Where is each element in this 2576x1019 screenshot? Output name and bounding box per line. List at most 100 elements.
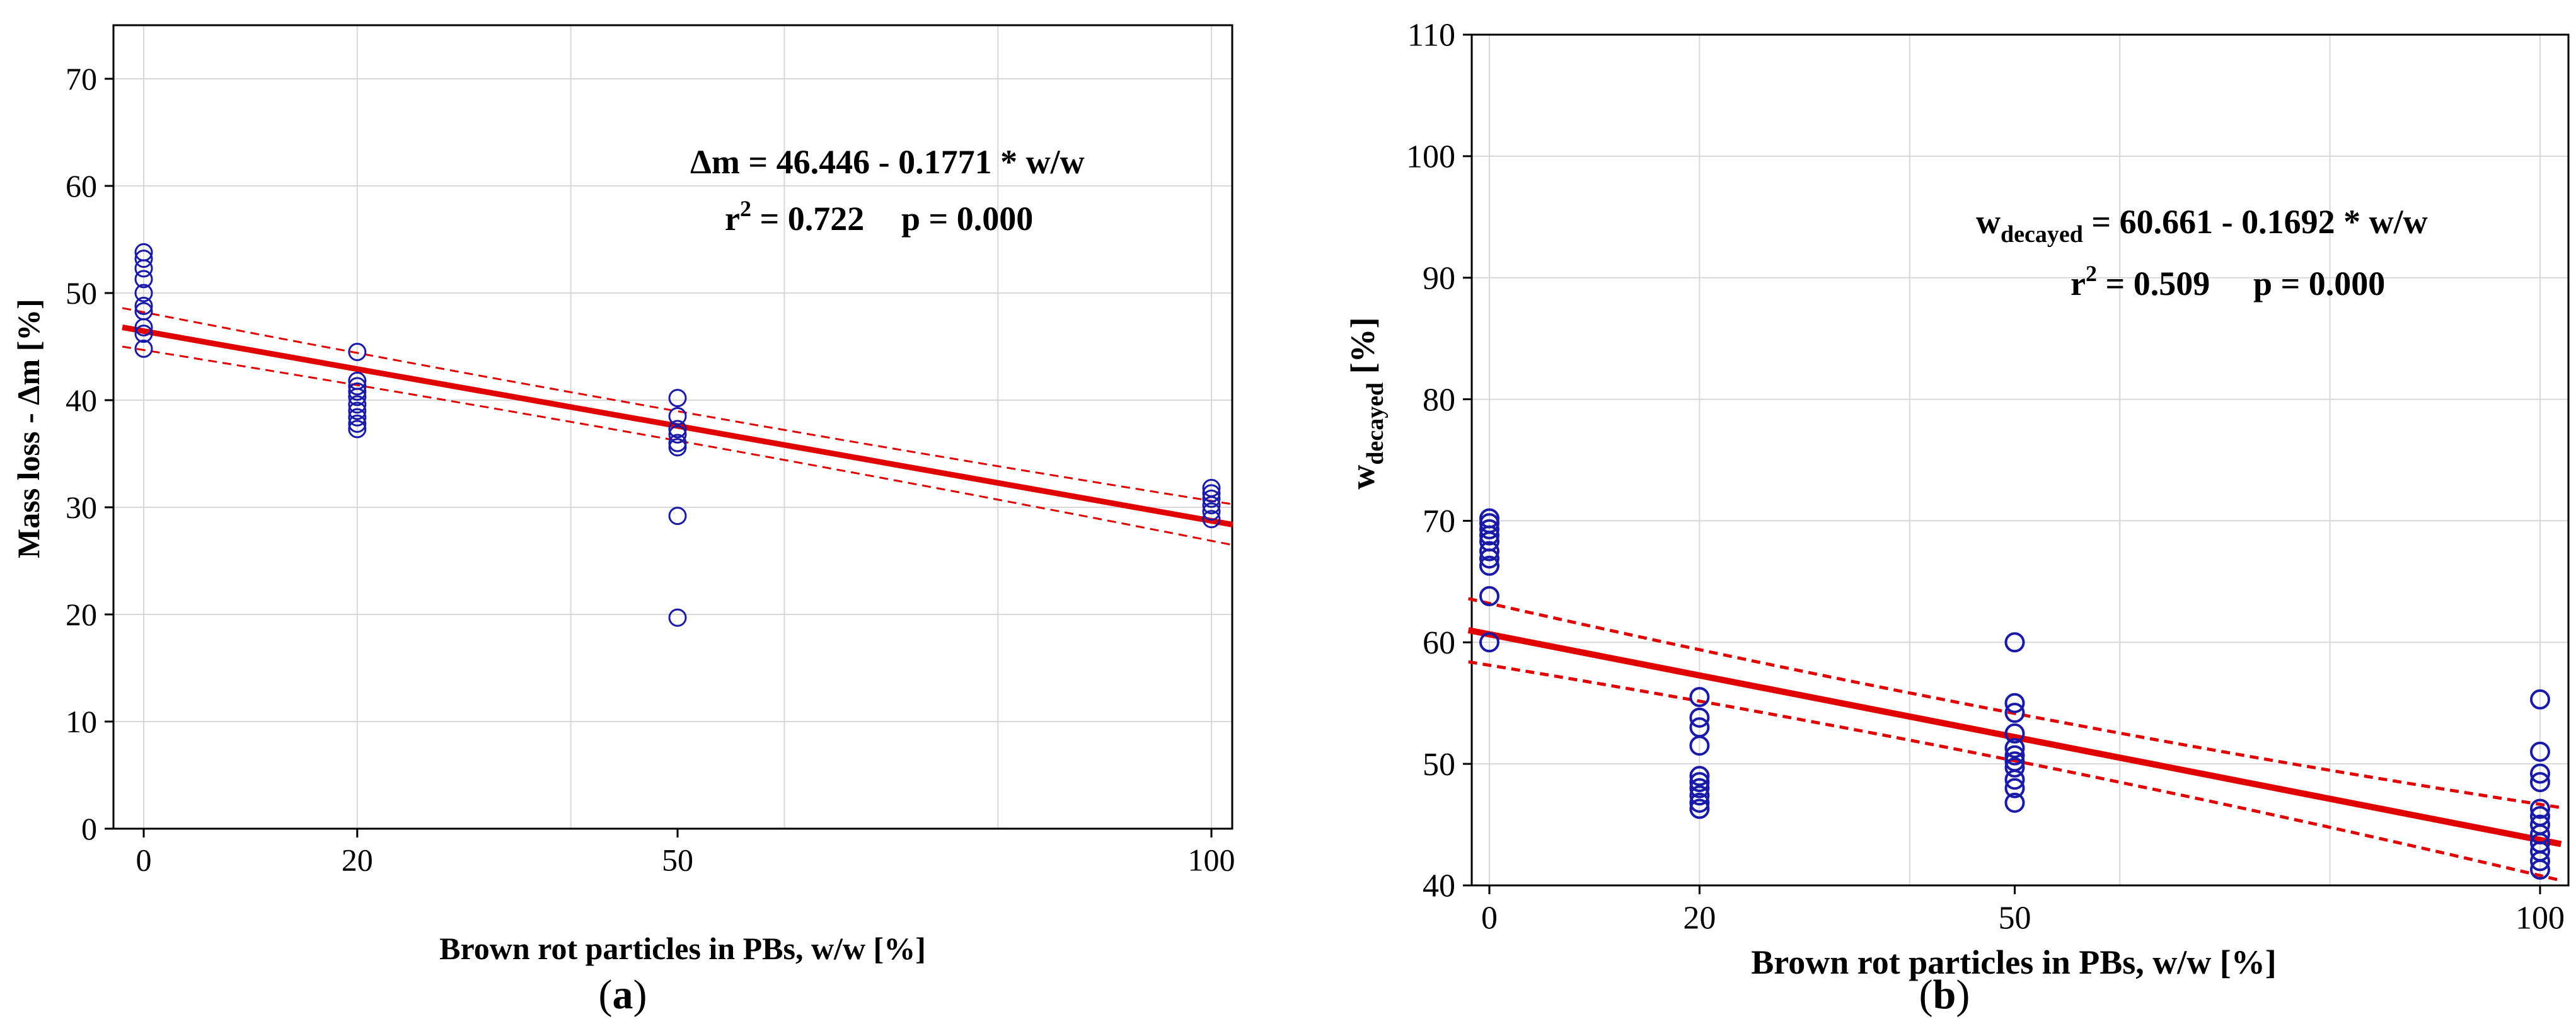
panel-b-point-x20-8 bbox=[1689, 707, 1710, 728]
panel-a-point-x0-6 bbox=[134, 270, 153, 289]
panel-b-point-x50-1 bbox=[2004, 778, 2025, 798]
panel-a-y-tick-label-40: 40 bbox=[66, 383, 97, 418]
panel-a-y-ticks: 0 10 20 30 40 50 60 70 bbox=[66, 61, 113, 846]
panel-a-points bbox=[134, 243, 1221, 627]
panel-b-point-x20-4 bbox=[1689, 772, 1710, 793]
panel-b-y-tick-label-90: 90 bbox=[1423, 260, 1455, 296]
panel-b-point-x100-6 bbox=[2530, 806, 2550, 827]
panel-a-point-x20-8 bbox=[348, 371, 367, 390]
panel-b-y-tick-label-100: 100 bbox=[1406, 139, 1455, 175]
panel-a-plot-frame bbox=[112, 24, 1233, 830]
panel-b-point-x100-8 bbox=[2530, 772, 2550, 793]
panel-a-point-x20-0 bbox=[348, 420, 367, 439]
panel-a-point-x0-1 bbox=[134, 325, 153, 343]
panel-b-p-value: p = 0.000 bbox=[2253, 265, 2385, 302]
panel-b-y-tick-label-60: 60 bbox=[1423, 625, 1455, 661]
panel-b-point-x50-3 bbox=[2004, 757, 2025, 778]
panel-a-y-tick-label-0: 0 bbox=[81, 811, 97, 846]
panel-b-point-x0-4 bbox=[1479, 541, 1499, 561]
panel-a-point-x20-2 bbox=[348, 408, 367, 427]
panel-b-point-x100-9 bbox=[2530, 763, 2550, 784]
panel-b-x-tick-label-50: 50 bbox=[1999, 901, 2031, 936]
panel-b-point-x50-6 bbox=[2004, 738, 2025, 759]
panel-b-y-tick-label-80: 80 bbox=[1423, 382, 1455, 418]
panel-b-point-x50-10 bbox=[2004, 632, 2025, 653]
panel-a-point-x50-5 bbox=[668, 420, 687, 439]
panel-b-point-x100-11 bbox=[2530, 689, 2550, 710]
panel-b-r2-stat: r2 = 0.509 bbox=[2071, 261, 2210, 302]
panel-b-chart: 0 20 50 100 40 50 60 70 80 90 100 110 wdecayed = 6… bbox=[1344, 18, 2570, 1018]
panel-b-point-x50-5 bbox=[2004, 745, 2025, 766]
panel-b-y-tick-label-40: 40 bbox=[1423, 868, 1455, 904]
panel-b-point-x20-2 bbox=[1689, 785, 1710, 806]
panel-a-y-tick-label-60: 60 bbox=[66, 168, 97, 204]
panel-a-x-axis-label: Brown rot particles in PBs, w/w [%] bbox=[439, 931, 926, 966]
panel-b-point-x0-1 bbox=[1479, 586, 1499, 606]
panel-b-y-tick-label-70: 70 bbox=[1423, 504, 1455, 539]
panel-b-point-x0-2 bbox=[1479, 555, 1499, 576]
panel-a-point-x20-6 bbox=[348, 382, 367, 401]
panel-b-frame-rect bbox=[1470, 33, 2570, 887]
panel-a-point-x0-9 bbox=[134, 243, 153, 262]
panel-a-point-x20-1 bbox=[348, 414, 367, 433]
panel-b-y-axis-label: wdecayed [%] bbox=[1344, 317, 1389, 489]
panel-a-point-x50-3 bbox=[668, 434, 687, 452]
panel-a-y-axis-label: Mass loss - Δm [%] bbox=[11, 299, 46, 558]
panel-b-y-ticks: 40 50 60 70 80 90 100 110 bbox=[1406, 18, 1472, 904]
panel-b-plot-frame bbox=[1470, 33, 2570, 887]
panel-b-point-x20-9 bbox=[1689, 687, 1710, 708]
panel-b-point-x20-5 bbox=[1689, 766, 1710, 786]
panel-a-point-x50-1 bbox=[668, 507, 687, 526]
panel-a-x-tick-label-20: 20 bbox=[342, 843, 373, 878]
panel-b-x-tick-label-100: 100 bbox=[2515, 901, 2565, 936]
panel-a-point-x20-3 bbox=[348, 401, 367, 420]
panel-b-grid bbox=[1472, 34, 2568, 886]
panel-b-point-x100-7 bbox=[2530, 798, 2550, 819]
panel-a-y-tick-label-30: 30 bbox=[66, 490, 97, 525]
panel-b-y-tick-label-110: 110 bbox=[1407, 18, 1455, 54]
panel-b-label: (b) bbox=[1919, 972, 1970, 1018]
panel-b-point-x0-9 bbox=[1479, 508, 1499, 529]
panel-a-point-x100-4 bbox=[1202, 484, 1221, 503]
panel-b-point-x50-4 bbox=[2004, 751, 2025, 772]
panel-a-x-tick-label-100: 100 bbox=[1188, 843, 1235, 878]
panel-b-y-tick-label-50: 50 bbox=[1423, 747, 1455, 783]
panel-b-point-x0-0 bbox=[1479, 632, 1499, 653]
panel-a-y-tick-label-70: 70 bbox=[66, 61, 97, 96]
panel-a-point-x50-6 bbox=[668, 407, 687, 425]
panel-a-label: (a) bbox=[599, 972, 647, 1018]
panel-b-point-x50-0 bbox=[2004, 792, 2025, 813]
panel-b-band-lower bbox=[1468, 660, 2562, 882]
panel-a-point-x50-7 bbox=[668, 389, 687, 408]
panel-b-confidence-band bbox=[1468, 597, 2562, 882]
panel-a-y-tick-label-50: 50 bbox=[66, 275, 97, 311]
panel-a-point-x0-5 bbox=[134, 284, 153, 302]
panel-a-point-x0-4 bbox=[134, 296, 153, 315]
panel-a-x-tick-label-0: 0 bbox=[136, 843, 152, 878]
panel-a-point-x20-7 bbox=[348, 377, 367, 396]
panel-b-x-tick-label-20: 20 bbox=[1683, 901, 1716, 936]
panel-a-point-x0-8 bbox=[134, 250, 153, 268]
panel-b-point-x20-1 bbox=[1689, 792, 1710, 813]
panel-b-x-axis-label: Brown rot particles in PBs, w/w [%] bbox=[1751, 943, 2276, 981]
panel-a-grid bbox=[113, 25, 1232, 829]
panel-b-x-tick-label-0: 0 bbox=[1481, 901, 1498, 936]
panel-a-point-x20-9 bbox=[348, 343, 367, 361]
panel-a-equation: Δm = 46.446 - 0.1771 * w/w bbox=[690, 143, 1085, 181]
panel-a-point-x100-5 bbox=[1202, 478, 1221, 497]
panel-a-band-upper bbox=[122, 307, 1233, 505]
panel-b-band-upper bbox=[1468, 597, 2562, 809]
panel-a-point-x50-2 bbox=[668, 438, 687, 457]
panel-a-p-value: p = 0.000 bbox=[901, 200, 1033, 238]
panel-a-point-x50-4 bbox=[668, 425, 687, 444]
panel-b-regression-line-path bbox=[1467, 627, 2562, 848]
panel-b-point-x20-0 bbox=[1689, 798, 1710, 819]
panel-b-equation: wdecayed = 60.661 - 0.1692 * w/w bbox=[1976, 203, 2428, 248]
panel-b-point-x50-7 bbox=[2004, 723, 2025, 744]
panel-a-frame-rect bbox=[112, 24, 1233, 830]
panel-a-y-tick-label-20: 20 bbox=[66, 597, 97, 632]
panel-a-band-lower bbox=[122, 345, 1233, 546]
panel-b-point-x100-5 bbox=[2530, 814, 2550, 835]
panel-b-point-x50-8 bbox=[2004, 703, 2025, 723]
